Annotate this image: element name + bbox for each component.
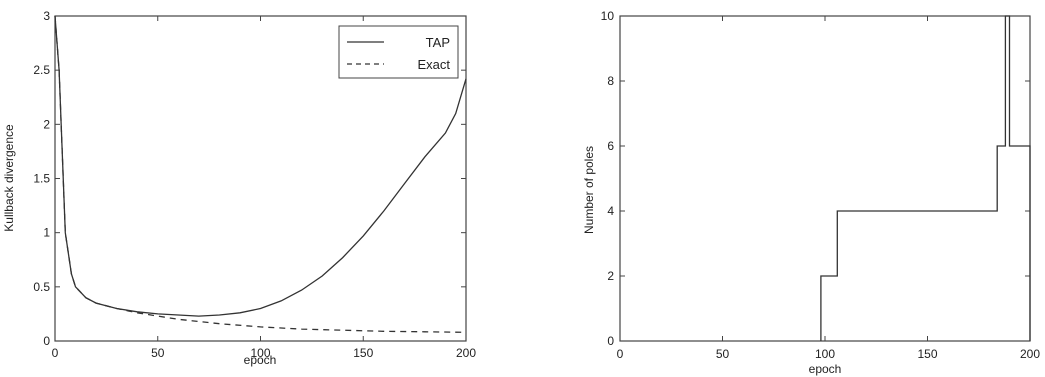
- y-tick-label: 3: [43, 9, 50, 23]
- series-right: [820, 15, 1031, 341]
- x-axis-label-left: epoch: [244, 353, 277, 367]
- chart-kullback: 0 50 100 150 200 0 0.5 1 1.5 2 2.5 3 epoch Kullbac…: [2, 9, 476, 367]
- y-ticks-right: 0 2 4 6 8 10: [601, 9, 1030, 348]
- y-tick-label: 2.5: [33, 63, 50, 77]
- y-axis-label-left: Kullback divergence: [2, 124, 16, 232]
- x-tick-label: 0: [617, 347, 624, 361]
- y-tick-label: 0: [43, 334, 50, 348]
- plot-frame-right: [619, 15, 1031, 342]
- y-tick-label: 1: [43, 226, 50, 240]
- y-tick-label: 2: [607, 269, 614, 283]
- x-tick-label: 150: [353, 346, 373, 360]
- y-tick-label: 10: [601, 9, 615, 23]
- x-tick-label: 50: [716, 347, 730, 361]
- x-tick-label: 0: [52, 346, 59, 360]
- x-tick-label: 200: [456, 346, 476, 360]
- x-ticks-left: 0 50 100 150 200: [52, 16, 476, 360]
- legend-label-tap: TAP: [426, 35, 450, 50]
- x-ticks-right: 0 50 100 150 200: [617, 16, 1040, 361]
- y-tick-label: 6: [607, 139, 614, 153]
- x-tick-label: 200: [1020, 347, 1040, 361]
- series-line-tap: [54, 15, 467, 317]
- y-tick-label: 0: [607, 334, 614, 348]
- chart-poles: 0 50 100 150 200 0 2 4 6 8 10 epoch Number of pol…: [582, 9, 1040, 376]
- y-tick-label: 8: [607, 74, 614, 88]
- y-tick-label: 0.5: [33, 280, 50, 294]
- series-line-exact: [54, 15, 467, 333]
- x-tick-label: 100: [250, 346, 270, 360]
- legend-label-exact: Exact: [417, 57, 450, 72]
- legend: TAP Exact: [338, 25, 459, 79]
- x-tick-label: 150: [917, 347, 937, 361]
- x-tick-label: 50: [151, 346, 165, 360]
- series-left: [54, 15, 467, 333]
- x-tick-label: 100: [815, 347, 835, 361]
- y-tick-label: 1.5: [33, 172, 50, 186]
- x-axis-label-right: epoch: [809, 362, 842, 376]
- y-ticks-left: 0 0.5 1 1.5 2 2.5 3: [33, 9, 466, 348]
- y-axis-label-right: Number of poles: [582, 146, 596, 234]
- y-tick-label: 4: [607, 204, 614, 218]
- y-tick-label: 2: [43, 117, 50, 131]
- legend-box: [338, 25, 459, 79]
- series-line-poles: [820, 15, 1031, 341]
